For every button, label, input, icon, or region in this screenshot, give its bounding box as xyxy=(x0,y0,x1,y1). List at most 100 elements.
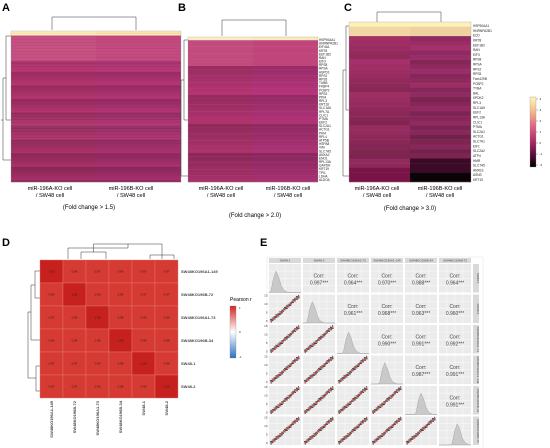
regression-line xyxy=(304,417,334,444)
gene-label: FKBP4 xyxy=(319,85,329,89)
corr-value: 0.964*** xyxy=(344,280,362,286)
gene-label: EIF1 xyxy=(473,144,480,148)
heatmap-a-col1-line1: miR-196A-KO cell xyxy=(28,186,73,192)
gene-label: VIM xyxy=(319,146,325,150)
corr-col-label: SW48KO196B-34 xyxy=(118,400,123,433)
corr-value: 0.99 xyxy=(95,362,101,366)
heatmap-b-col1-line1: miR-196A-KO cell xyxy=(199,186,244,192)
regression-line xyxy=(270,356,300,383)
pair-y-tick: 0 xyxy=(266,350,268,354)
gene-label: RPSA xyxy=(319,67,329,71)
corr-value: 1.00 xyxy=(118,339,124,343)
pair-y-tick: 0 xyxy=(266,441,268,445)
regression-line xyxy=(304,326,334,353)
corr-col-label: SW48KO196B-72 xyxy=(72,400,77,433)
corr-value: 0.97 xyxy=(49,385,55,389)
pair-y-tick: 5 xyxy=(266,433,268,437)
corr-col-label: SW48KO196A1-149 xyxy=(49,400,54,437)
corr-value: 0.96 xyxy=(72,270,78,274)
pair-col-header-label: SW48-1 xyxy=(280,259,291,263)
corr-value: 0.991*** xyxy=(446,372,464,378)
corr-value: 0.988*** xyxy=(412,280,430,286)
heatmap-c-col2-line2: / SW48 cell xyxy=(426,193,454,199)
gene-label: TUBB xyxy=(319,81,328,85)
pair-col-header xyxy=(405,258,437,263)
corr-value: 1.00 xyxy=(164,385,170,389)
gene-label: HSP90AA1 xyxy=(473,24,489,28)
pair-row-header-label: SW48KO196A1-73 xyxy=(476,326,480,352)
corr-value: 0.968*** xyxy=(378,311,396,317)
heatmap-a-caption: (Fold change > 1.5) xyxy=(63,205,115,211)
gene-label: RPL4 xyxy=(319,135,327,139)
corr-value: 0.963*** xyxy=(412,311,430,317)
gene-label: SLC7A5 xyxy=(319,149,331,153)
density-curve xyxy=(439,423,471,446)
gene-labels-b: HSP90AA1HNRNPA2B1EIF4A1KRT8EEF1B2RANEIF3… xyxy=(319,38,338,182)
corr-row-label: SW48-2 xyxy=(181,384,196,389)
gene-label: RPS5 xyxy=(319,77,328,81)
pearson-tick-top: 1 xyxy=(239,306,241,310)
row-dendrogram-a xyxy=(1,35,11,161)
row-dendrogram-c xyxy=(342,25,349,177)
pair-y-tick: 15 xyxy=(264,294,268,298)
scale-tick: -2 xyxy=(540,163,543,167)
corr-value: 0.98 xyxy=(164,339,170,343)
gene-label: BAL xyxy=(473,91,479,95)
gene-label: RPL13A xyxy=(319,160,332,164)
gene-label: SLC7A1 xyxy=(473,140,485,144)
scale-tick: 0 xyxy=(540,141,542,145)
gene-label: HMR xyxy=(473,159,481,163)
gene-label: RPL3 xyxy=(473,101,481,105)
gene-label: LDHA xyxy=(319,174,328,178)
gene-label: ACTG1 xyxy=(319,128,330,132)
pair-row-header-label: SW48KO196B-34 xyxy=(476,388,480,412)
heatmap-c xyxy=(348,21,472,183)
gene-label: PPIA xyxy=(319,95,327,99)
gene-label: SLC1A5 xyxy=(319,106,331,110)
gene-label: KPDK2 xyxy=(473,96,484,100)
gene-label: CLIC1 xyxy=(319,113,328,117)
corr-value: 0.97 xyxy=(164,270,170,274)
heatmap-a xyxy=(10,30,182,183)
corr-value: 0.97 xyxy=(141,293,147,297)
pair-y-tick: 10 xyxy=(264,363,268,367)
heatmap-a-col2-line1: miR-196B-KO cell xyxy=(109,186,154,192)
gene-label: EEF2 xyxy=(473,111,481,115)
gene-label: HNRNPA2B1 xyxy=(473,29,492,33)
corr-value: 0.96 xyxy=(72,316,78,320)
gene-label: ANXE3 xyxy=(473,168,484,172)
corr-col-label: SW48-2 xyxy=(164,400,169,415)
heatmap-c-caption: (Fold change > 3.0) xyxy=(384,206,436,212)
gene-label: GAPDH xyxy=(319,164,331,168)
gene-label: HNRNPA2B1 xyxy=(319,42,338,46)
gene-label: PCBP2 xyxy=(473,82,484,86)
gene-label: SLC7A5 xyxy=(473,164,485,168)
pair-y-tick: 5 xyxy=(266,311,268,315)
gene-label: RPS2 xyxy=(319,74,328,78)
heatmap-b-caption: (Fold change > 2.0) xyxy=(229,213,281,219)
corr-row-label: SW48KO196A1-73 xyxy=(181,315,216,320)
correlation-matrix: 1.00 0.96 0.97 0.96 0.97 0.97 0.96 1.00 0.96 0.96… xyxy=(39,259,179,399)
gene-label: PKM xyxy=(319,131,326,135)
pair-y-tick: 15 xyxy=(264,385,268,389)
gene-label: CLIC1 xyxy=(473,120,482,124)
regression-line xyxy=(270,295,300,322)
corr-value: 0.97 xyxy=(72,362,78,366)
corr-label: Corr: xyxy=(449,304,460,310)
corr-value: 0.98 xyxy=(118,385,124,389)
corr-value: 0.96 xyxy=(95,293,101,297)
regression-line xyxy=(270,326,300,353)
corr-value: 0.990*** xyxy=(378,341,396,347)
corr-value: 0.98 xyxy=(141,339,147,343)
panel-label-a: A xyxy=(2,2,10,14)
gene-label: ATP4 xyxy=(473,154,481,158)
color-scale: 4 3 2 1 0 -1 -2 xyxy=(529,96,543,167)
heatmap-c-col2-line1: miR-196B-KO cell xyxy=(418,186,463,192)
gene-label: RPS2 xyxy=(473,67,482,71)
pair-y-tick: 0 xyxy=(266,411,268,415)
heatmap-b xyxy=(187,36,319,183)
pair-y-tick: 10 xyxy=(264,302,268,306)
gene-label: RAN xyxy=(319,56,326,60)
regression-line xyxy=(406,417,436,444)
gene-label: ECD xyxy=(473,34,480,38)
